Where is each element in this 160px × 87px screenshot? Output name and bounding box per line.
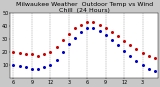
- Title: Milwaukee Weather  Outdoor Temp vs Wind Chill  (24 Hours): Milwaukee Weather Outdoor Temp vs Wind C…: [16, 2, 153, 13]
